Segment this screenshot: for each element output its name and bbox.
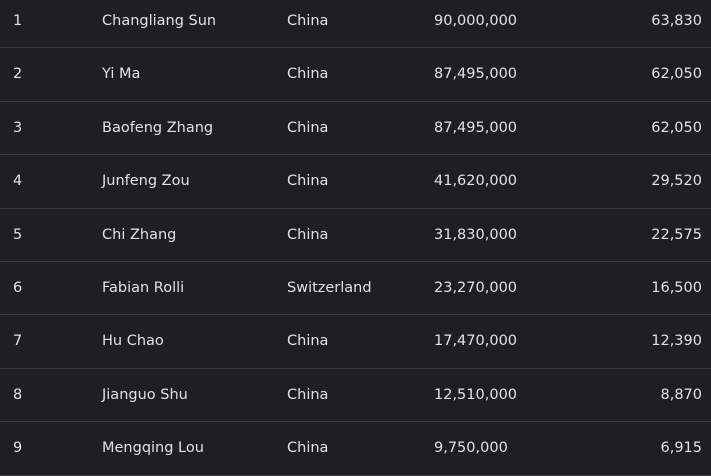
name-cell: Baofeng Zhang bbox=[102, 119, 214, 136]
rank-cell: 3 bbox=[13, 119, 23, 136]
table-row: 1 Changliang Sun China 90,000,000 63,830 bbox=[0, 0, 711, 49]
value-cell: 12,390 bbox=[651, 333, 702, 350]
table-row: 7 Hu Chao China 17,470,000 12,390 bbox=[0, 315, 711, 369]
country-cell: China bbox=[287, 386, 329, 403]
amount-cell: 23,270,000 bbox=[434, 279, 518, 296]
value-cell: 6,915 bbox=[660, 440, 702, 457]
rank-cell: 6 bbox=[13, 279, 23, 296]
country-cell: China bbox=[287, 13, 329, 29]
rank-cell: 9 bbox=[13, 440, 23, 457]
rank-cell: 8 bbox=[13, 386, 23, 403]
amount-cell: 87,495,000 bbox=[434, 119, 518, 136]
value-cell: 29,520 bbox=[651, 173, 702, 190]
table-row: 2 Yi Ma China 87,495,000 62,050 bbox=[0, 48, 711, 102]
amount-cell: 87,495,000 bbox=[434, 66, 518, 83]
rank-cell: 4 bbox=[13, 173, 23, 190]
table-row: 6 Fabian Rolli Switzerland 23,270,000 16,500 bbox=[0, 262, 711, 316]
amount-cell: 9,750,000 bbox=[434, 440, 508, 457]
amount-cell: 41,620,000 bbox=[434, 173, 518, 190]
rank-cell: 1 bbox=[13, 13, 23, 29]
rank-cell: 2 bbox=[13, 66, 23, 83]
name-cell: Hu Chao bbox=[102, 333, 164, 350]
table-row: 9 Mengqing Lou China 9,750,000 6,915 bbox=[0, 422, 711, 476]
value-cell: 22,575 bbox=[651, 226, 702, 243]
name-cell: Fabian Rolli bbox=[102, 279, 185, 296]
value-cell: 16,500 bbox=[651, 279, 702, 296]
table-row: 5 Chi Zhang China 31,830,000 22,575 bbox=[0, 209, 711, 262]
value-cell: 62,050 bbox=[651, 66, 702, 83]
name-cell: Mengqing Lou bbox=[102, 440, 204, 457]
value-cell: 8,870 bbox=[660, 386, 702, 403]
name-cell: Yi Ma bbox=[102, 66, 141, 83]
rank-cell: 5 bbox=[13, 226, 23, 243]
country-cell: China bbox=[287, 173, 329, 190]
name-cell: Junfeng Zou bbox=[102, 173, 190, 190]
name-cell: Chi Zhang bbox=[102, 226, 177, 243]
country-cell: China bbox=[287, 226, 329, 243]
country-cell: Switzerland bbox=[287, 279, 372, 296]
name-cell: Jianguo Shu bbox=[102, 386, 188, 403]
amount-cell: 17,470,000 bbox=[434, 333, 518, 350]
amount-cell: 90,000,000 bbox=[434, 13, 518, 29]
amount-cell: 31,830,000 bbox=[434, 226, 518, 243]
value-cell: 63,830 bbox=[651, 13, 702, 29]
country-cell: China bbox=[287, 440, 329, 457]
amount-cell: 12,510,000 bbox=[434, 386, 518, 403]
country-cell: China bbox=[287, 66, 329, 83]
table-row: 3 Baofeng Zhang China 87,495,000 62,050 bbox=[0, 102, 711, 156]
country-cell: China bbox=[287, 119, 329, 136]
name-cell: Changliang Sun bbox=[102, 13, 217, 29]
table-row: 8 Jianguo Shu China 12,510,000 8,870 bbox=[0, 369, 711, 423]
table-row: 4 Junfeng Zou China 41,620,000 29,520 bbox=[0, 155, 711, 209]
country-cell: China bbox=[287, 333, 329, 350]
value-cell: 62,050 bbox=[651, 119, 702, 136]
rank-cell: 7 bbox=[13, 333, 23, 350]
